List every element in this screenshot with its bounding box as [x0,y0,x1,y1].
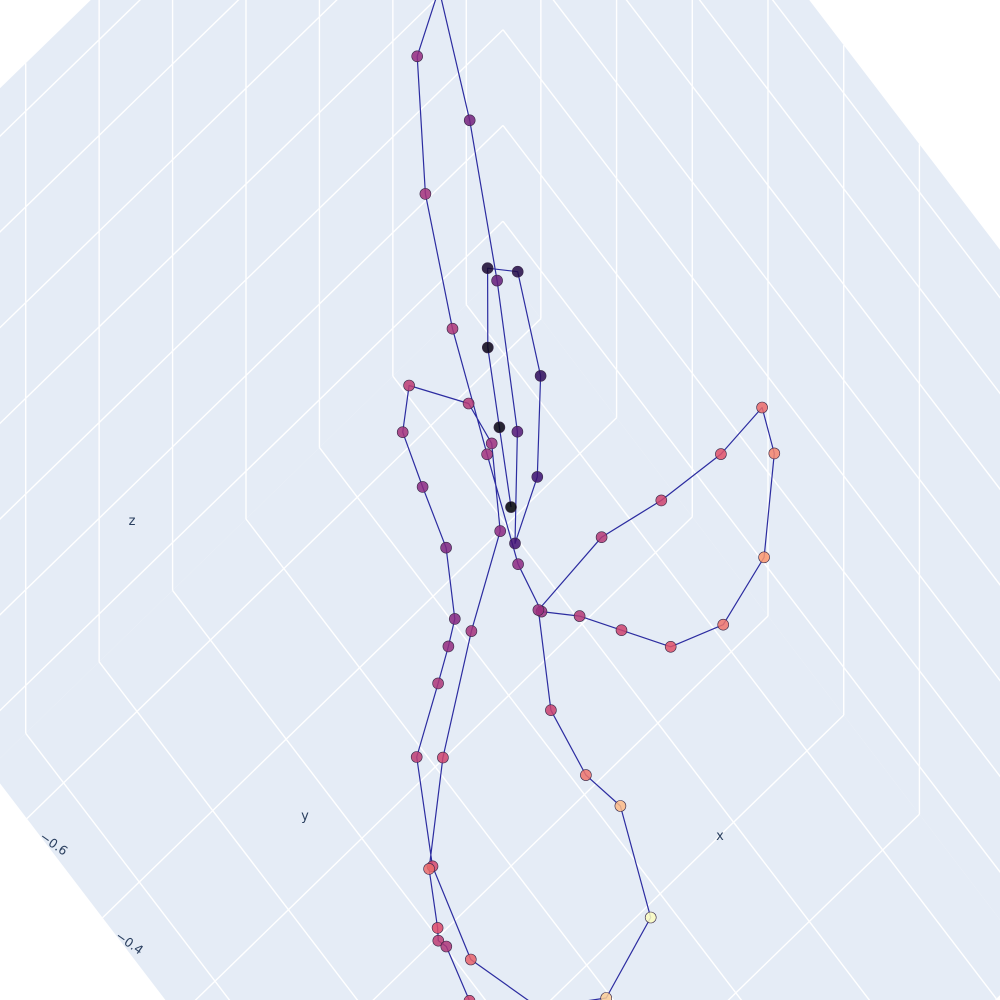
trajectory-point [491,274,503,287]
trajectory-point [410,751,423,763]
trajectory-point [446,322,459,335]
trajectory-point [715,448,727,460]
z-gridline-wall-x [502,125,1000,778]
trajectory-point [423,863,435,875]
trajectory-point [440,541,452,554]
trajectory-point [437,751,449,764]
trajectory-point [573,610,586,622]
floor-xy [0,269,1000,1000]
x-gridline-floor [727,813,920,1000]
trajectory-point [511,265,524,278]
trajectory-point [416,481,429,493]
y-gridline-floor [25,732,231,1000]
trajectory-line [402,0,775,1000]
trajectory-point [481,448,493,461]
trajectory-point [411,50,424,63]
y-gridline-floor [245,518,615,1000]
z-gridline-wall-x [698,0,1000,395]
trajectory-point [531,471,544,483]
trajectory-point [717,618,730,631]
z-gridline-wall-y [0,0,240,233]
trajectory-point [493,421,506,434]
trajectory-point [432,934,445,947]
trajectory-point [465,625,478,637]
trajectory-point [432,677,444,690]
z-gridline-wall-x [625,0,1000,491]
z-gridline-wall-y [0,0,141,138]
z-gridline-wall-y [0,29,504,520]
x-axis-title: x [716,829,724,844]
y-gridline-floor [465,304,997,1000]
trajectory-point [595,531,608,544]
trajectory-point [545,704,557,717]
trajectory-markers [396,50,781,1000]
trajectory-point [481,341,494,354]
z-gridline-wall-x [771,0,1000,299]
trajectory-point [448,613,461,625]
z-gridline-wall-y [0,0,338,329]
trajectory-point [419,188,432,200]
trajectory-point [464,953,477,966]
trajectory-point [481,262,494,275]
trajectory-point [758,551,770,564]
z-gridline-wall-x [502,220,1000,874]
trajectory-point [664,640,677,653]
trajectory-point [431,922,444,934]
trajectory-point [534,370,547,382]
trajectory-point [532,604,545,616]
trajectory-point [403,379,415,392]
trajectory-point [644,911,657,924]
y-gridline-floor [392,375,871,1000]
trajectory-point [494,525,507,537]
trajectory-point [512,558,524,571]
trajectory-point [756,401,768,414]
trajectory-point [600,992,612,1000]
y-axis-title: y [301,809,309,824]
trajectory-point [462,397,475,410]
z-gridline-wall-x [502,29,1000,682]
trajectory-point [614,800,627,812]
y-gridline-floor [98,661,359,1000]
trajectory-point [463,114,476,127]
trajectory-point [440,940,453,953]
trajectory-point [655,494,668,507]
z-axis-title: z [129,514,136,529]
trajectory-point [509,537,521,550]
trajectory-path [402,0,775,1000]
axis-titles: x y z [129,514,725,844]
y-gridline-floor [318,447,743,1000]
trajectory-point [463,995,476,1000]
z-gridline-wall-y [0,220,504,712]
back-wall-yz [0,0,503,759]
trajectory-point [396,426,409,439]
trajectory-point [511,425,524,438]
trajectory-point [615,624,628,637]
trajectory-point [505,501,517,513]
trajectory-point [580,769,592,781]
z-gridline-wall-x [552,0,1000,586]
trajectory-point [485,437,498,450]
z-gridline-wall-y [0,124,504,616]
trajectory-point [442,640,455,653]
z-gridline-wall-y [0,0,437,425]
trajectory-point [768,447,781,460]
